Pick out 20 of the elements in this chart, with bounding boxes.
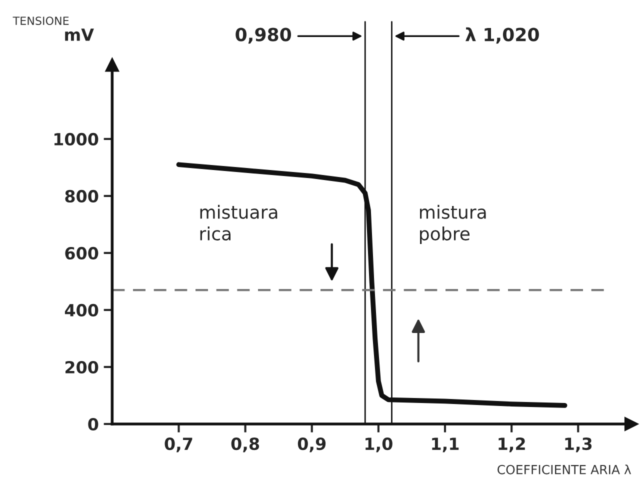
y-tick-label: 800 xyxy=(65,190,98,203)
annotation: mistura pobre xyxy=(420,204,486,244)
y-tick-label: 400 xyxy=(64,304,98,317)
y-tick-label: 200 xyxy=(66,360,98,374)
y-tick-label: 600 xyxy=(65,246,98,260)
x-tick-label: 0,9 xyxy=(298,437,326,452)
annotation: mistuara rica xyxy=(200,204,278,240)
y-axis-title: TENSIONE xyxy=(12,16,69,26)
x-tick-label: 1,3 xyxy=(565,437,592,452)
y-tick-label: 1000 xyxy=(54,132,98,146)
ref-line-label: λ 1,020 xyxy=(466,27,539,44)
text: mV xyxy=(65,28,94,41)
y-tick-label: 0 xyxy=(88,418,98,431)
x-tick-label: 1,1 xyxy=(432,438,459,452)
x-tick-label: 0,7 xyxy=(164,437,192,452)
x-axis-title: COEFFICIENTE ARIA λ xyxy=(498,464,632,474)
x-tick-label: 0,8 xyxy=(231,437,260,452)
x-tick-label: 1,0 xyxy=(366,437,392,452)
ref-line-label: 0,980 xyxy=(236,28,292,44)
x-tick-label: 1,2 xyxy=(498,437,525,452)
